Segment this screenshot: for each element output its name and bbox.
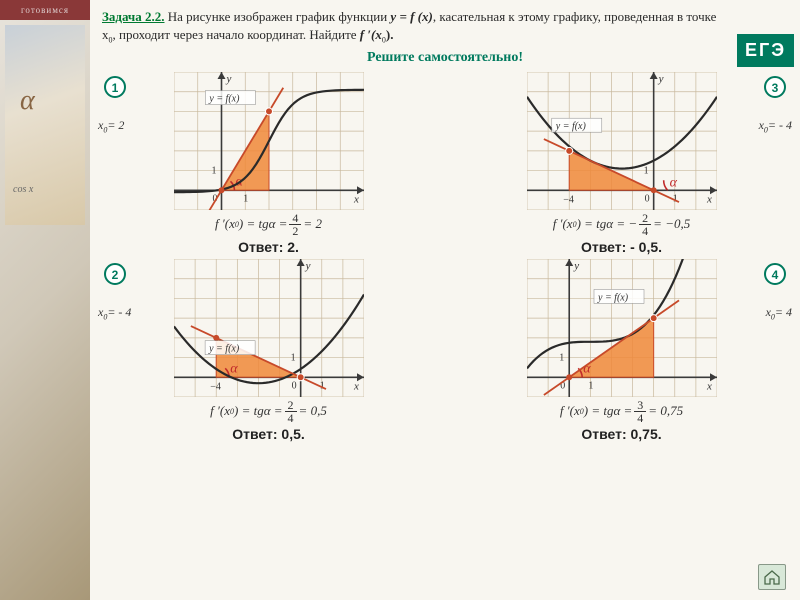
x0-label: x0= - 4: [98, 305, 131, 321]
svg-text:x: x: [353, 193, 359, 205]
problem-number-badge: 4: [764, 263, 786, 285]
svg-text:−4: −4: [210, 381, 221, 392]
solve-yourself-label: Решите самостоятельно!: [102, 50, 788, 66]
graph-wrap: 011xyαy = f(x) f ′(x0) = tgα = 34 = 0,75…: [455, 259, 788, 442]
answer: Ответ: 2.: [238, 239, 299, 255]
home-icon: [763, 569, 781, 585]
formula: f ′(x0) = tgα = 34 = 0,75: [560, 399, 683, 424]
formula: f ′(x0) = tgα = − 24 = −0,5: [553, 212, 690, 237]
svg-text:x: x: [353, 380, 359, 392]
chart: 011xyαy = f(x): [174, 72, 364, 210]
x0-label: x0= 2: [98, 118, 124, 134]
problem-3: 3 x0= - 4 011xy−4αy = f(x) f ′(x0) = tgα…: [455, 72, 788, 255]
svg-text:y = f(x): y = f(x): [208, 344, 240, 355]
problem-number-badge: 1: [104, 76, 126, 98]
svg-text:y: y: [304, 260, 310, 272]
svg-text:y: y: [657, 73, 663, 85]
problem-number-badge: 3: [764, 76, 786, 98]
svg-text:y = f(x): y = f(x): [208, 94, 240, 105]
svg-text:y = f(x): y = f(x): [597, 292, 629, 303]
svg-text:x: x: [706, 380, 712, 392]
svg-text:y: y: [225, 73, 231, 85]
chart: 011xyαy = f(x): [527, 259, 717, 397]
svg-text:α: α: [230, 361, 238, 376]
svg-text:0: 0: [644, 193, 649, 204]
formula: f ′(x0) = tgα = 24 = 0,5: [210, 399, 327, 424]
answer: Ответ: 0,75.: [581, 426, 661, 442]
svg-text:y: y: [573, 260, 579, 272]
home-button[interactable]: [758, 564, 786, 590]
sidebar-title: готовимся: [0, 0, 90, 20]
chart: 011xy−4αy = f(x): [527, 72, 717, 210]
svg-text:1: 1: [559, 353, 564, 364]
sidebar: готовимся: [0, 0, 90, 600]
x0-label: x0= - 4: [759, 118, 792, 134]
svg-text:−4: −4: [563, 194, 574, 205]
svg-text:1: 1: [290, 353, 295, 364]
problem-4: 4 x0= 4 011xyαy = f(x) f ′(x0) = tgα = 3…: [455, 259, 788, 442]
problem-1: 1 x0= 2 011xyαy = f(x) f ′(x0) = tgα = 4…: [102, 72, 435, 255]
svg-text:1: 1: [588, 380, 593, 391]
svg-text:α: α: [669, 175, 677, 190]
content: ЕГЭ Задача 2.2. На рисунке изображен гра…: [90, 0, 800, 600]
svg-text:1: 1: [211, 166, 216, 177]
answer: Ответ: 0,5.: [232, 426, 305, 442]
graph-wrap: 011xyαy = f(x) f ′(x0) = tgα = 42 = 2 От…: [102, 72, 435, 255]
svg-text:0: 0: [291, 380, 296, 391]
task-statement: Задача 2.2. На рисунке изображен график …: [102, 8, 788, 46]
graph-wrap: 011xy−4αy = f(x) f ′(x0) = tgα = − 24 = …: [455, 72, 788, 255]
problem-number-badge: 2: [104, 263, 126, 285]
svg-text:y = f(x): y = f(x): [554, 121, 586, 132]
problem-2: 2 x0= - 4 011xy−4αy = f(x) f ′(x0) = tgα…: [102, 259, 435, 442]
problems-grid: 1 x0= 2 011xyαy = f(x) f ′(x0) = tgα = 4…: [102, 72, 788, 442]
answer: Ответ: - 0,5.: [581, 239, 662, 255]
task-number: Задача 2.2.: [102, 9, 165, 24]
chart: 011xy−4αy = f(x): [174, 259, 364, 397]
sidebar-decoration: [5, 25, 85, 225]
svg-text:1: 1: [643, 166, 648, 177]
formula: f ′(x0) = tgα = 42 = 2: [215, 212, 322, 237]
graph-wrap: 011xy−4αy = f(x) f ′(x0) = tgα = 24 = 0,…: [102, 259, 435, 442]
svg-text:x: x: [706, 193, 712, 205]
x0-label: x0= 4: [766, 305, 792, 321]
ege-badge: ЕГЭ: [737, 34, 794, 67]
svg-text:1: 1: [243, 193, 248, 204]
